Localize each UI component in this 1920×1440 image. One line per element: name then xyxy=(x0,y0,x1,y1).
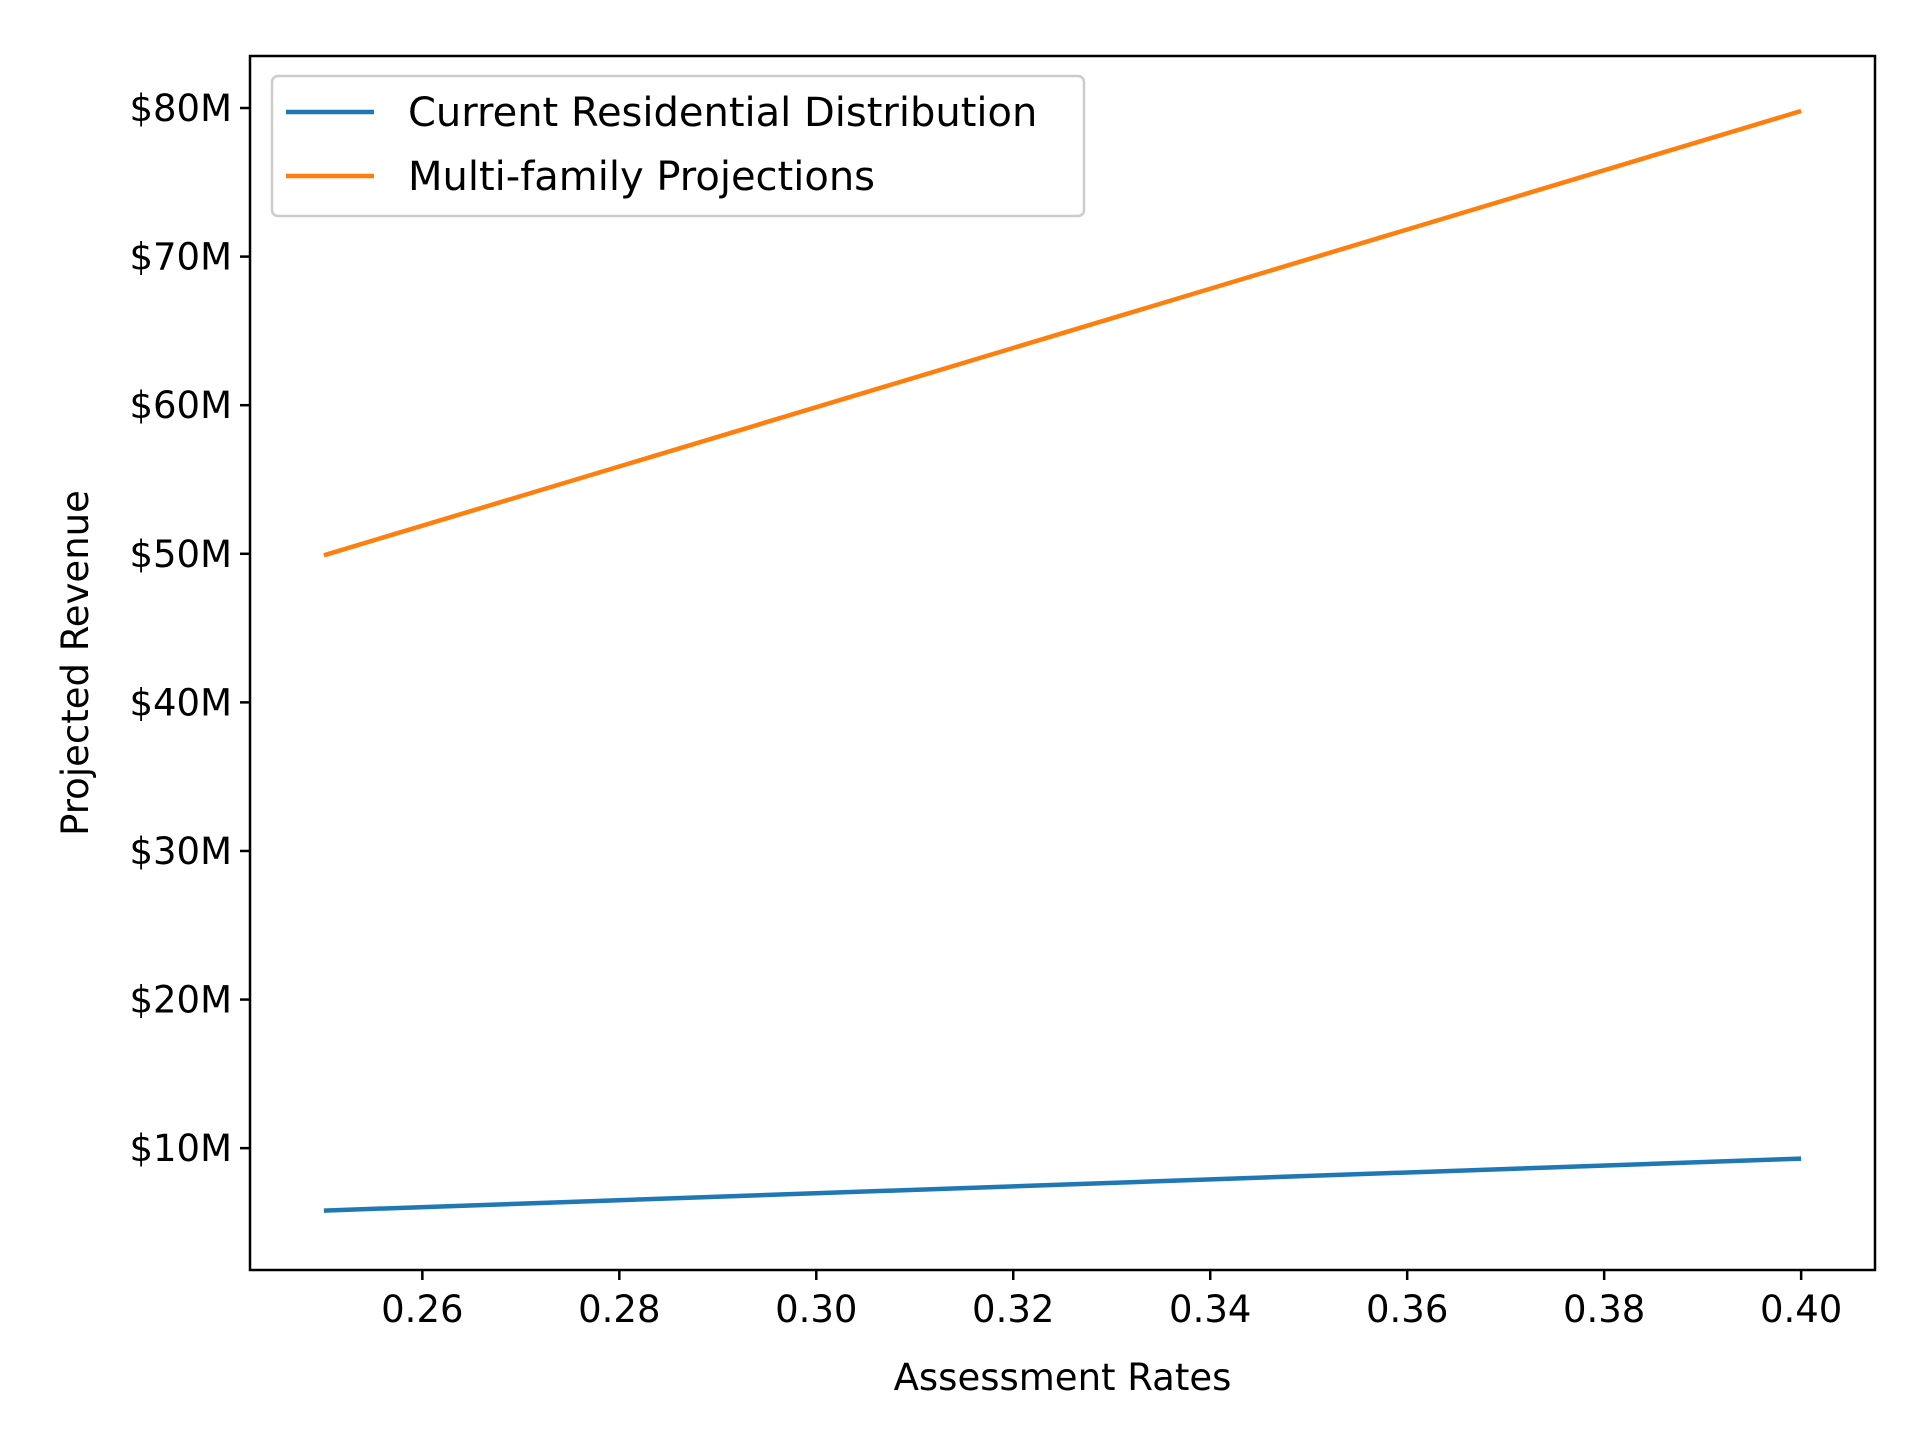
x-tick-label: 0.40 xyxy=(1760,1288,1842,1331)
series-layer xyxy=(323,108,1802,1213)
legend-box xyxy=(270,74,1086,218)
y-tick-label: $50M xyxy=(129,533,232,576)
x-axis-label: Assessment Rates xyxy=(894,1356,1232,1399)
x-tick-label: 0.28 xyxy=(578,1288,660,1331)
x-tick-label: 0.32 xyxy=(972,1288,1054,1331)
series-line-2 xyxy=(323,108,1802,558)
x-tick-label: 0.38 xyxy=(1563,1288,1645,1331)
x-tick-label: 0.36 xyxy=(1366,1288,1448,1331)
y-tick-label: $60M xyxy=(129,384,232,427)
y-tick-label: $70M xyxy=(129,236,232,279)
y-tick-label: $30M xyxy=(129,830,232,873)
x-tick-label: 0.26 xyxy=(381,1288,463,1331)
y-tick-label: $40M xyxy=(129,681,232,724)
legend: Current Residential Distribution Multi-fa… xyxy=(270,74,1086,218)
y-tick-label: $20M xyxy=(129,979,232,1022)
series-line-1 xyxy=(323,1156,1802,1213)
y-axis-label: Projected Revenue xyxy=(54,490,97,836)
x-tick-label: 0.30 xyxy=(775,1288,857,1331)
x-tick-label: 0.34 xyxy=(1169,1288,1251,1331)
plot-frame xyxy=(248,54,1877,1272)
x-axis-ticks: 0.26 0.28 0.30 0.32 0.34 0.36 0.38 0.40 xyxy=(381,1270,1842,1331)
legend-label: Current Residential Distribution xyxy=(408,90,1037,136)
y-tick-label: $80M xyxy=(129,87,232,130)
y-tick-label: $10M xyxy=(129,1127,232,1170)
y-axis-ticks: $10M $20M $30M $40M $50M $60M $70M $80M xyxy=(129,87,250,1170)
legend-label: Multi-family Projections xyxy=(408,154,875,200)
